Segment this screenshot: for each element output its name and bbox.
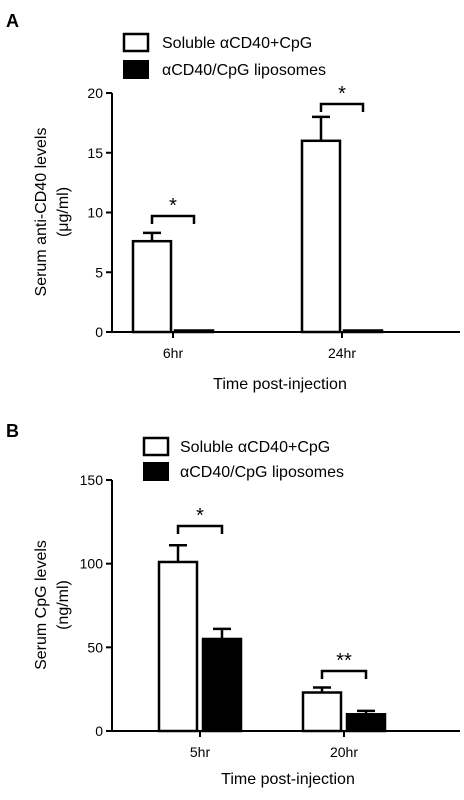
significance-bracket xyxy=(320,669,368,679)
legend-swatch-liposomes xyxy=(143,462,169,481)
y-tick-label: 0 xyxy=(95,723,103,739)
bar-soluble xyxy=(131,239,173,334)
bar-soluble xyxy=(300,139,342,334)
x-tick-label: 20hr xyxy=(330,744,358,760)
y-tick-label: 15 xyxy=(87,145,103,161)
bar-liposomes xyxy=(345,713,387,733)
significance-label: * xyxy=(196,505,204,527)
significance-label: * xyxy=(169,195,177,217)
y-axis-title-line-2: (ng/ml) xyxy=(55,580,72,630)
bar-liposomes xyxy=(201,637,243,733)
panel-a-plot: 0 5 10 15 20 6hr * 24hr * xyxy=(87,83,460,361)
legend-label-soluble: Soluble αCD40+CpG xyxy=(162,35,312,52)
y-tick-label: 150 xyxy=(80,472,104,488)
legend-label-liposomes: αCD40/CpG liposomes xyxy=(162,62,326,79)
x-tick-label: 6hr xyxy=(163,345,184,361)
y-tick-label: 50 xyxy=(87,639,103,655)
x-tick-label: 5hr xyxy=(190,744,211,760)
y-tick-label: 0 xyxy=(95,324,103,340)
panel-a-label: A xyxy=(6,11,19,31)
legend-swatch-liposomes xyxy=(123,60,149,79)
significance-bracket xyxy=(319,102,365,112)
y-tick-label: 5 xyxy=(95,264,103,280)
y-tick-label: 100 xyxy=(80,556,104,572)
significance-bracket xyxy=(176,524,224,534)
panel-b-plot: 0 50 100 150 5hr * 20hr ** xyxy=(80,472,460,760)
x-axis-title: Time post-injection xyxy=(213,376,347,393)
bar-liposomes xyxy=(173,329,215,334)
significance-bracket xyxy=(150,214,196,224)
y-tick-label: 20 xyxy=(87,85,103,101)
y-axis-title-line-2: (μg/ml) xyxy=(55,187,72,237)
legend-label-liposomes: αCD40/CpG liposomes xyxy=(180,464,344,481)
legend-swatch-soluble xyxy=(142,436,170,457)
panel-b: B Soluble αCD40+CpG αCD40/CpG liposomes … xyxy=(6,421,460,788)
significance-label: * xyxy=(338,83,346,105)
significance-label: ** xyxy=(336,650,352,672)
panel-a: A Soluble αCD40+CpG αCD40/CpG liposomes … xyxy=(6,11,460,393)
y-axis-title-line-1: Serum CpG levels xyxy=(33,540,50,670)
x-axis-title: Time post-injection xyxy=(221,771,355,788)
x-tick-label: 24hr xyxy=(328,345,356,361)
bar-soluble xyxy=(157,560,199,733)
bar-soluble xyxy=(301,691,343,733)
y-tick-label: 10 xyxy=(87,205,103,221)
panel-b-label: B xyxy=(6,421,19,441)
legend-swatch-soluble xyxy=(122,32,150,53)
bar-liposomes xyxy=(342,329,384,334)
y-axis-title-line-1: Serum anti-CD40 levels xyxy=(33,128,50,297)
legend-label-soluble: Soluble αCD40+CpG xyxy=(180,439,330,456)
